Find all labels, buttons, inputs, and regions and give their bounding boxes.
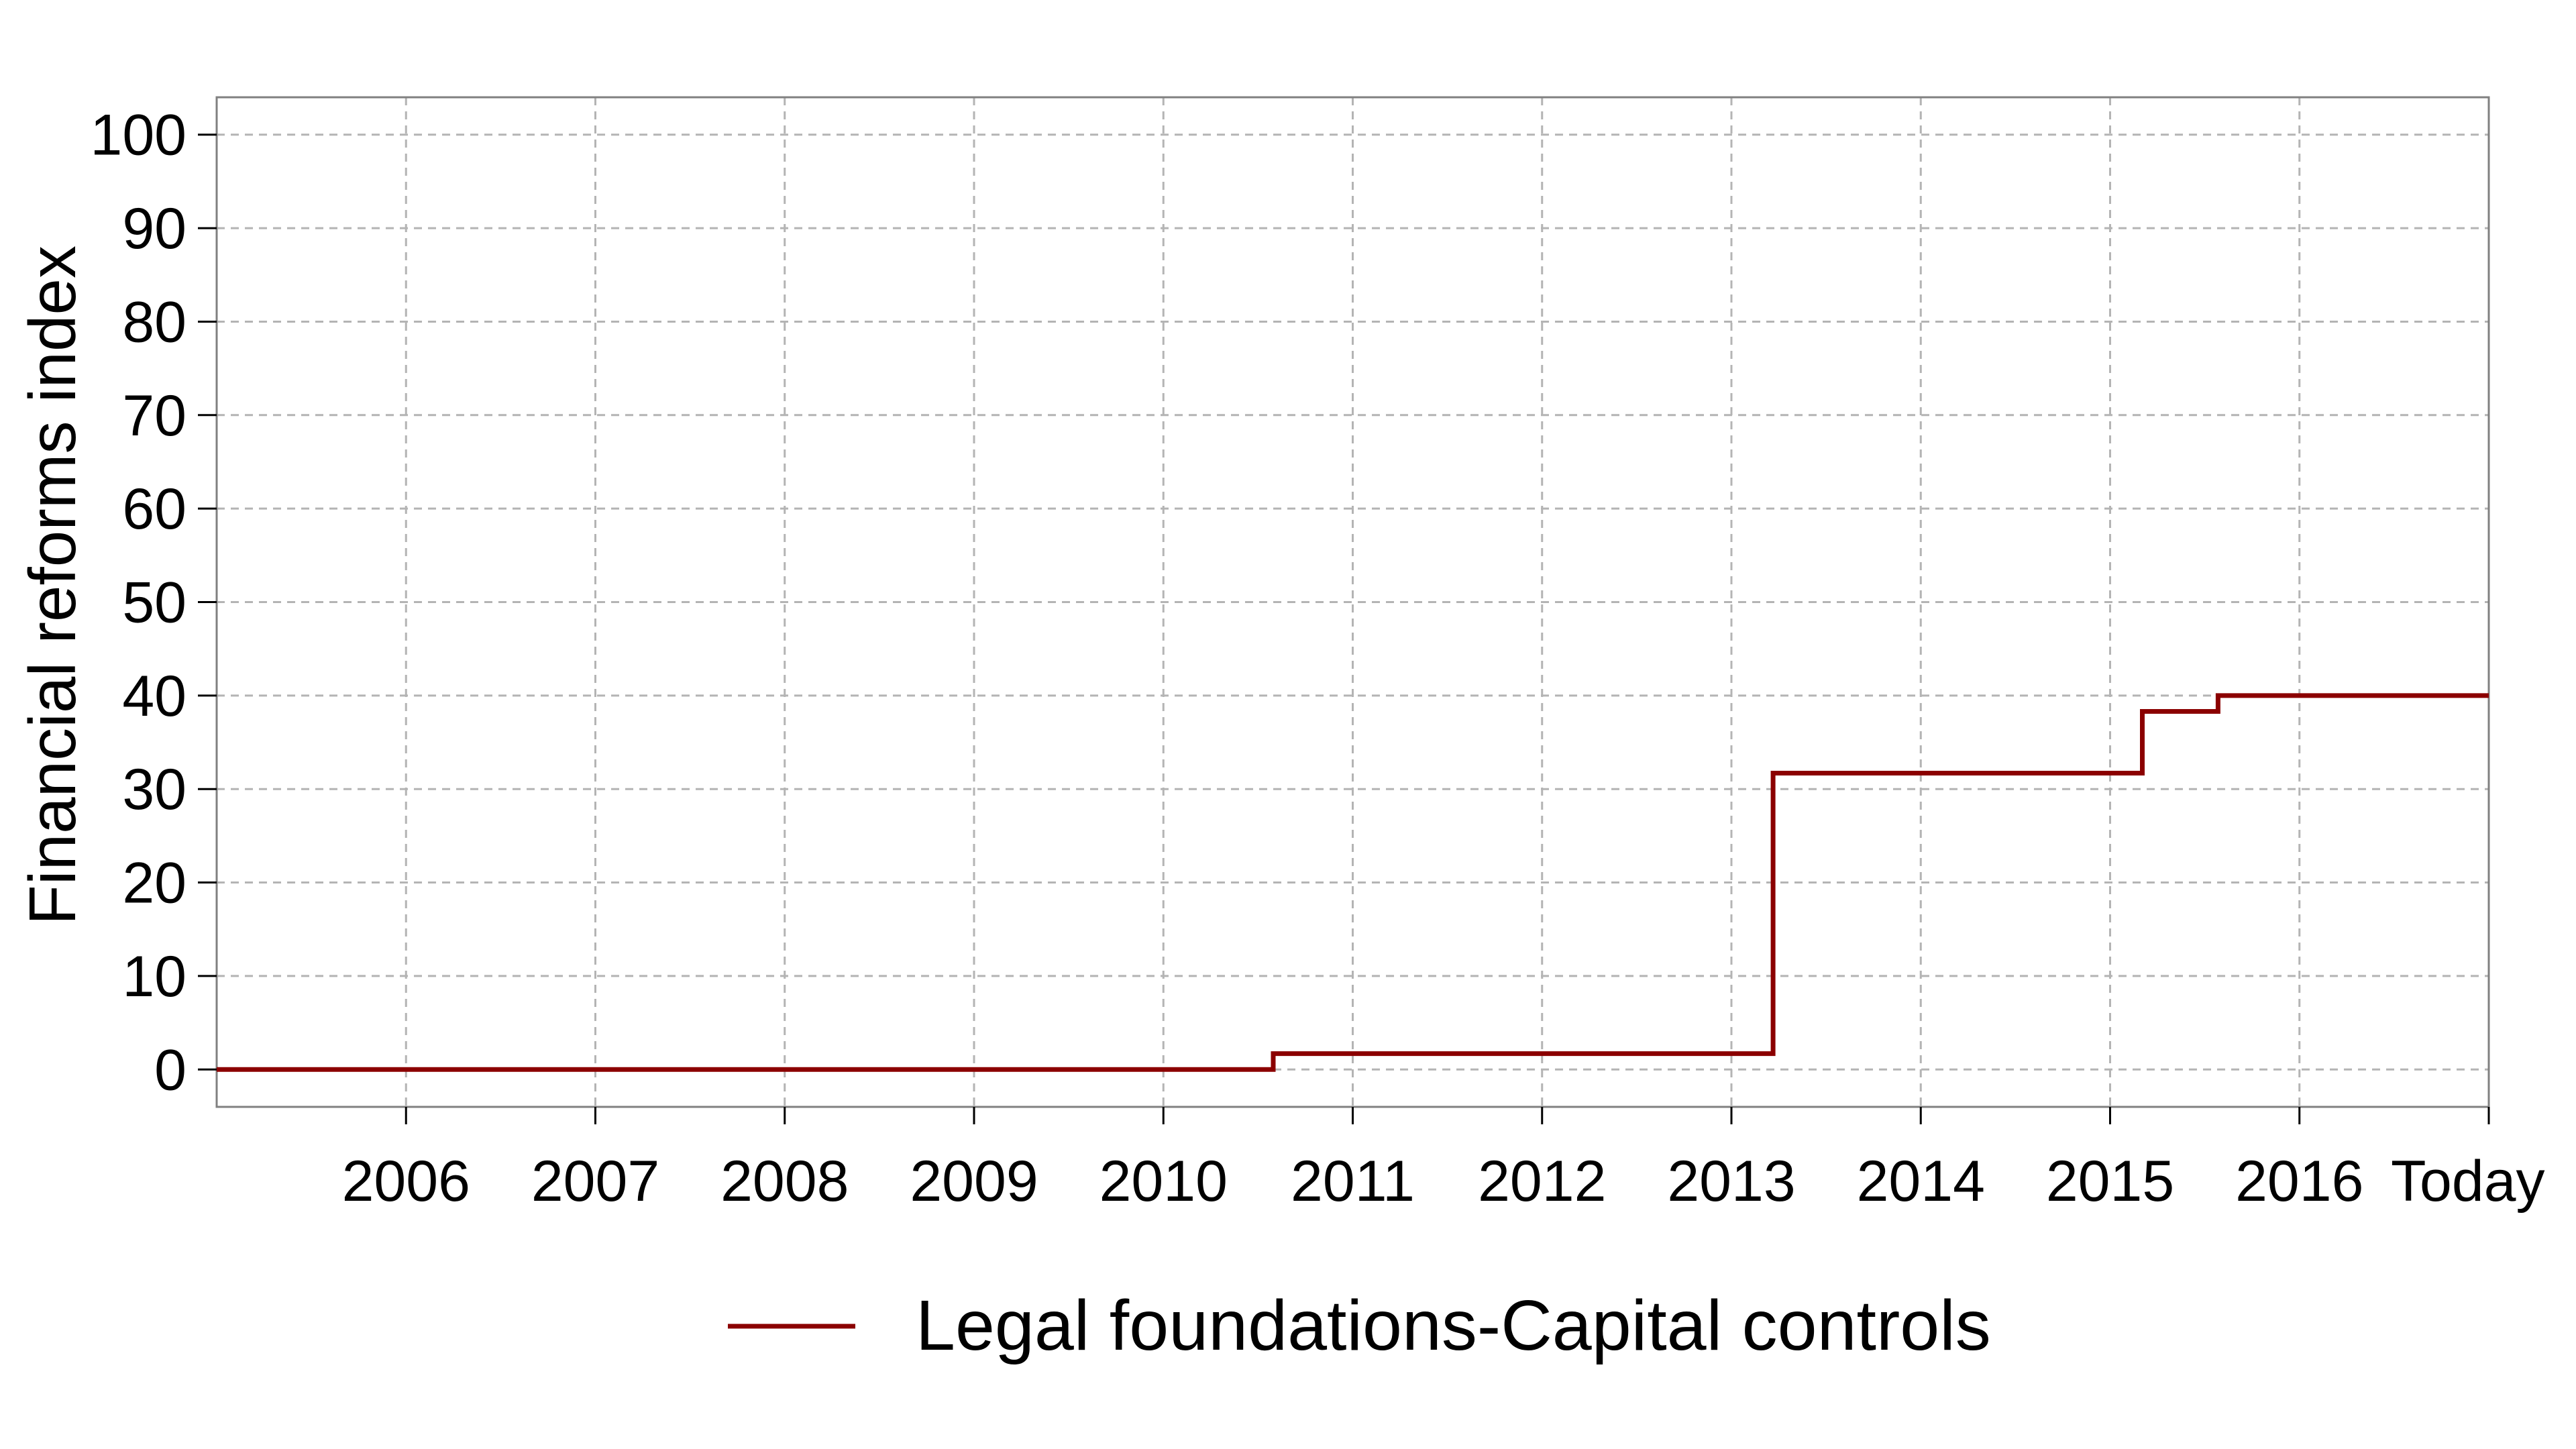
x-tick-label: 2009 <box>910 1149 1038 1214</box>
x-axis: 2006 2007 2008 2009 2010 2011 2012 2013 2014 2015… <box>342 1107 2545 1214</box>
x-tick-label: 2015 <box>2046 1149 2174 1214</box>
legend-entry: Legal foundations-Capital controls <box>916 1286 1991 1365</box>
y-tick-label: 10 <box>122 945 186 1009</box>
x-tick-label: 2011 <box>1291 1149 1415 1214</box>
y-tick-label: 30 <box>122 757 186 822</box>
x-tick-label: 2008 <box>720 1149 849 1214</box>
grid-lines <box>217 97 2490 1107</box>
series-layer <box>217 693 2489 1072</box>
y-axis: 0 10 20 30 40 50 60 70 80 90 100 <box>91 103 217 1102</box>
y-tick-label: 40 <box>122 664 186 729</box>
y-tick-label: 60 <box>122 477 186 541</box>
x-tick-label: 2012 <box>1478 1149 1606 1214</box>
legend: Legal foundations-Capital controls <box>728 1286 1991 1365</box>
x-tick-label: 2010 <box>1099 1149 1228 1214</box>
x-tick-label: 2013 <box>1667 1149 1795 1214</box>
y-tick-label: 50 <box>122 571 186 635</box>
x-tick-label: 2007 <box>531 1149 659 1214</box>
series-line <box>217 693 2489 1072</box>
y-tick-label: 100 <box>91 103 187 168</box>
y-tick-label: 0 <box>154 1038 186 1102</box>
y-axis-title: Financial reforms index <box>15 246 89 925</box>
y-tick-label: 20 <box>122 851 186 916</box>
x-tick-label: 2014 <box>1857 1149 1985 1214</box>
y-tick-label: 70 <box>122 384 186 448</box>
x-tick-label: 2006 <box>342 1149 470 1214</box>
x-tick-label: Today <box>2391 1149 2545 1214</box>
x-tick-label: 2016 <box>2235 1149 2363 1214</box>
y-tick-label: 90 <box>122 197 186 261</box>
y-tick-label: 80 <box>122 290 186 354</box>
